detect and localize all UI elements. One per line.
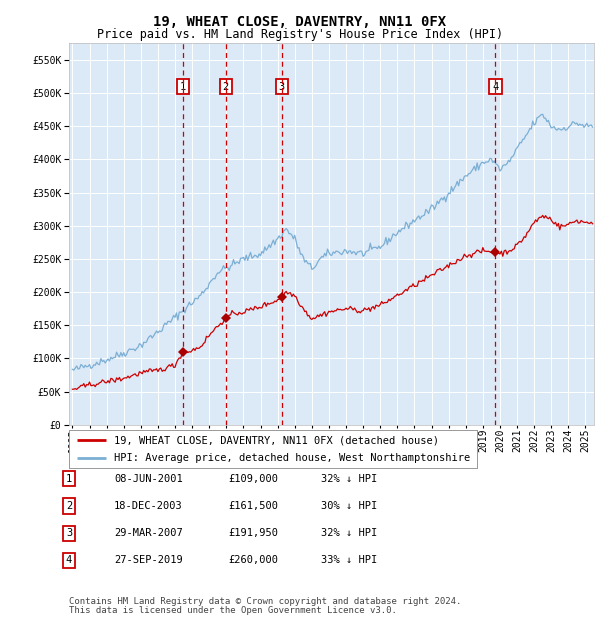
Text: 32% ↓ HPI: 32% ↓ HPI bbox=[321, 528, 377, 538]
Text: 27-SEP-2019: 27-SEP-2019 bbox=[114, 556, 183, 565]
Text: £161,500: £161,500 bbox=[228, 501, 278, 511]
Text: HPI: Average price, detached house, West Northamptonshire: HPI: Average price, detached house, West… bbox=[114, 453, 470, 463]
Text: This data is licensed under the Open Government Licence v3.0.: This data is licensed under the Open Gov… bbox=[69, 606, 397, 615]
Text: 4: 4 bbox=[493, 81, 499, 92]
Text: £191,950: £191,950 bbox=[228, 528, 278, 538]
Text: 4: 4 bbox=[66, 556, 72, 565]
Text: £260,000: £260,000 bbox=[228, 556, 278, 565]
Text: Contains HM Land Registry data © Crown copyright and database right 2024.: Contains HM Land Registry data © Crown c… bbox=[69, 597, 461, 606]
Text: 08-JUN-2001: 08-JUN-2001 bbox=[114, 474, 183, 484]
Text: 2: 2 bbox=[66, 501, 72, 511]
Text: 18-DEC-2003: 18-DEC-2003 bbox=[114, 501, 183, 511]
Text: 33% ↓ HPI: 33% ↓ HPI bbox=[321, 556, 377, 565]
Text: 19, WHEAT CLOSE, DAVENTRY, NN11 0FX: 19, WHEAT CLOSE, DAVENTRY, NN11 0FX bbox=[154, 16, 446, 30]
Text: 30% ↓ HPI: 30% ↓ HPI bbox=[321, 501, 377, 511]
Text: 3: 3 bbox=[66, 528, 72, 538]
Text: 1: 1 bbox=[66, 474, 72, 484]
Text: 1: 1 bbox=[179, 81, 185, 92]
Text: 29-MAR-2007: 29-MAR-2007 bbox=[114, 528, 183, 538]
Text: 3: 3 bbox=[278, 81, 285, 92]
Text: 32% ↓ HPI: 32% ↓ HPI bbox=[321, 474, 377, 484]
Text: 2: 2 bbox=[223, 81, 229, 92]
Text: 19, WHEAT CLOSE, DAVENTRY, NN11 0FX (detached house): 19, WHEAT CLOSE, DAVENTRY, NN11 0FX (det… bbox=[114, 435, 439, 445]
Text: £109,000: £109,000 bbox=[228, 474, 278, 484]
Text: Price paid vs. HM Land Registry's House Price Index (HPI): Price paid vs. HM Land Registry's House … bbox=[97, 28, 503, 41]
